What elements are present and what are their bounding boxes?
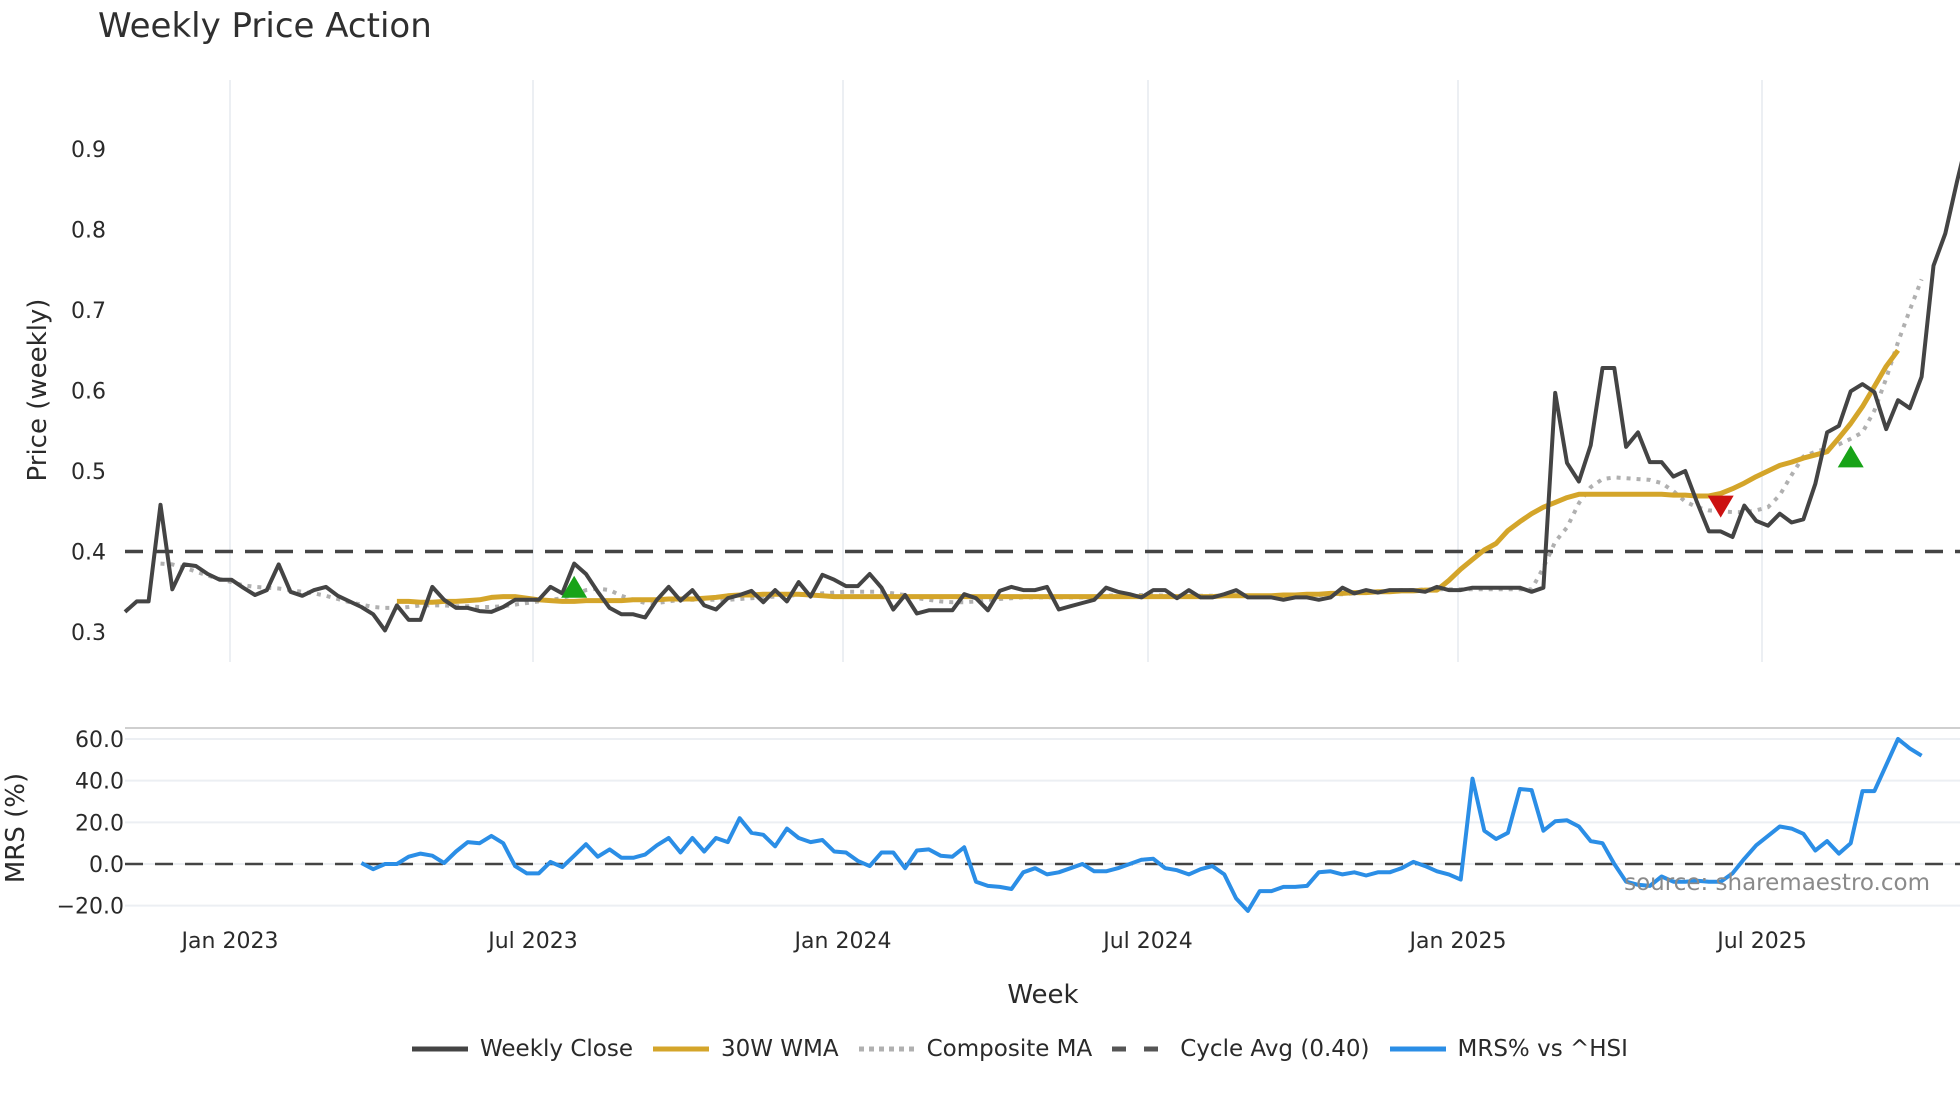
mrs-y-tick-label: 20.0 <box>75 811 124 836</box>
price-panel-grid <box>229 80 1763 662</box>
x-tick-label: Jul 2024 <box>1101 929 1193 954</box>
legend-swatch-icon <box>1112 1046 1169 1052</box>
legend-label: MRS% vs ^HSI <box>1457 1036 1628 1062</box>
legend-item[interactable]: Weekly Close <box>410 1036 633 1062</box>
mrs-y-tick-label: 40.0 <box>75 770 124 795</box>
chart-title: Weekly Price Action <box>98 6 432 46</box>
price-y-axis-ticks: 0.3 0.4 0.5 0.6 0.7 0.8 0.9 <box>71 138 106 646</box>
x-axis-ticks: Jan 2023 Jul 2023 Jan 2024 Jul 2024 Jan 2025… <box>180 929 1807 954</box>
series-mrs-vs-hsi <box>360 737 1923 913</box>
legend-item[interactable]: Composite MA <box>857 1036 1093 1062</box>
x-tick-label: Jul 2025 <box>1715 929 1807 954</box>
series-composite-ma <box>160 278 1924 610</box>
mrs-y-tick-label: −20.0 <box>57 895 124 920</box>
signal-markers <box>561 445 1864 598</box>
x-tick-label: Jan 2024 <box>793 929 892 954</box>
buy-signal-marker <box>1837 445 1864 468</box>
legend-item[interactable]: MRS% vs ^HSI <box>1388 1036 1628 1062</box>
price-series-lines <box>123 160 1960 633</box>
price-y-axis-label: Price (weekly) <box>23 299 53 482</box>
x-axis-label: Week <box>1007 980 1078 1010</box>
price-y-tick-label: 0.3 <box>71 621 106 646</box>
legend-label: Weekly Close <box>480 1036 633 1062</box>
price-y-tick-label: 0.9 <box>71 138 106 163</box>
legend-label: Cycle Avg (0.40) <box>1180 1036 1370 1062</box>
price-y-tick-label: 0.5 <box>71 460 106 485</box>
mrs-y-axis-ticks: 60.0 40.0 20.0 0.0 −20.0 <box>57 728 124 920</box>
series-weekly-close <box>123 160 1960 633</box>
series-30w-wma <box>396 348 1901 605</box>
legend-label: Composite MA <box>926 1036 1093 1062</box>
price-y-tick-label: 0.8 <box>71 219 106 244</box>
legend-item[interactable]: 30W WMA <box>651 1036 839 1062</box>
legend-label: 30W WMA <box>720 1036 839 1062</box>
legend-swatch-icon <box>858 1046 915 1052</box>
price-y-tick-label: 0.7 <box>71 299 106 324</box>
sell-signal-marker <box>1707 495 1734 518</box>
legend-item[interactable]: Cycle Avg (0.40) <box>1110 1036 1370 1062</box>
price-y-tick-label: 0.6 <box>71 380 106 405</box>
buy-signal-marker <box>561 575 588 598</box>
x-tick-label: Jan 2023 <box>180 929 279 954</box>
source-watermark: source: sharemaestro.com <box>1624 870 1930 896</box>
price-y-tick-label: 0.4 <box>71 541 106 566</box>
legend-swatch-icon <box>412 1046 468 1052</box>
legend-swatch-icon <box>652 1046 709 1052</box>
legend-swatch-icon <box>1389 1046 1446 1052</box>
mrs-series-lines <box>125 737 1960 913</box>
mrs-y-tick-label: 0.0 <box>89 853 124 878</box>
mrs-y-axis-label: MRS (%) <box>1 773 31 883</box>
x-tick-label: Jul 2023 <box>486 929 578 954</box>
x-tick-label: Jan 2025 <box>1408 929 1507 954</box>
chart-legend: Weekly Close 30W WMA Composite MA Cycle Avg… <box>410 1036 1646 1062</box>
mrs-y-tick-label: 60.0 <box>75 728 124 753</box>
